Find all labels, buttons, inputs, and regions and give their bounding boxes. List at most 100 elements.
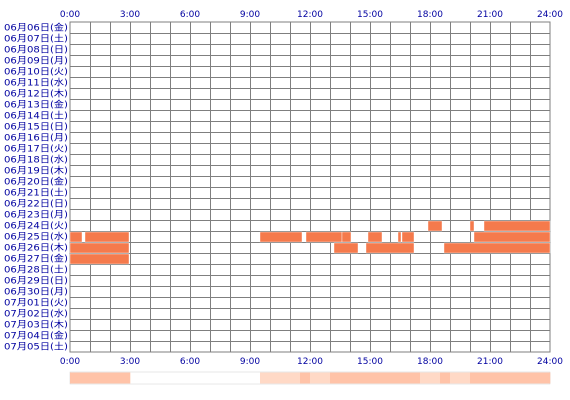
day-label: 06月06日(金)	[4, 22, 68, 34]
day-label: 06月17日(火)	[4, 144, 68, 155]
summary-cell	[270, 372, 281, 384]
activity-block	[365, 242, 415, 254]
activity-block	[443, 242, 551, 254]
summary-cell	[80, 372, 91, 384]
x-tick-label-bottom: 21:00	[477, 357, 503, 367]
x-tick-label-bottom: 15:00	[357, 357, 383, 367]
daily-summary-strip	[69, 371, 551, 385]
summary-cell	[470, 372, 481, 384]
activity-block	[69, 231, 83, 243]
day-label: 07月05日(土)	[4, 341, 68, 353]
summary-cell	[310, 372, 321, 384]
summary-cell	[510, 372, 521, 384]
day-label: 06月18日(水)	[4, 154, 68, 166]
day-label: 06月09日(月)	[4, 56, 68, 67]
summary-cell	[350, 372, 361, 384]
summary-cell	[260, 372, 271, 384]
summary-cell	[300, 372, 311, 384]
activity-block	[473, 231, 551, 243]
summary-cell	[90, 372, 101, 384]
summary-cell	[540, 372, 551, 384]
activity-block	[483, 220, 551, 232]
day-label: 07月04日(金)	[4, 330, 68, 342]
day-label: 06月29日(日)	[4, 276, 68, 287]
activity-block	[69, 253, 130, 265]
summary-cell	[430, 372, 441, 384]
x-tick-label-top: 24:00	[537, 10, 563, 20]
summary-cell	[110, 372, 121, 384]
activity-block	[341, 231, 352, 243]
summary-cell	[410, 372, 421, 384]
day-label: 06月26日(木)	[4, 242, 68, 254]
summary-cell	[100, 372, 111, 384]
summary-cell	[490, 372, 501, 384]
day-label: 06月20日(金)	[4, 176, 68, 188]
x-tick-label-top: 12:00	[297, 10, 323, 20]
x-tick-label-bottom: 24:00	[537, 357, 563, 367]
summary-cell	[370, 372, 381, 384]
x-tick-label-bottom: 9:00	[240, 357, 260, 367]
x-tick-label-top: 9:00	[240, 10, 260, 20]
day-label: 06月19日(木)	[4, 165, 68, 177]
x-tick-label-bottom: 12:00	[297, 357, 323, 367]
summary-cell	[380, 372, 391, 384]
day-label: 06月22日(日)	[4, 199, 68, 210]
day-label: 06月23日(月)	[4, 210, 68, 221]
x-axis-bottom: 0:00 3:00 6:00 9:00 12:00 15:00 18:00 21:00 24:0…	[60, 357, 563, 367]
summary-cell	[480, 372, 491, 384]
x-tick-label-top: 15:00	[357, 10, 383, 20]
activity-block	[305, 231, 343, 243]
activity-block	[397, 231, 402, 243]
day-label: 07月01日(火)	[4, 298, 68, 309]
x-tick-label-bottom: 3:00	[120, 357, 140, 367]
summary-cell	[120, 372, 131, 384]
x-tick-label-bottom: 18:00	[417, 357, 443, 367]
y-axis-day-labels: 06月06日(金)06月07日(土)06月08日(日)06月09日(月)06月1…	[4, 22, 68, 353]
activity-block	[427, 220, 443, 232]
day-label: 06月08日(日)	[4, 45, 68, 56]
x-tick-label-top: 3:00	[120, 10, 140, 20]
x-axis-top: 0:00 3:00 6:00 9:00 12:00 15:00 18:00 21:00 24:0…	[60, 10, 563, 20]
day-label: 06月27日(金)	[4, 253, 68, 265]
summary-cell	[530, 372, 541, 384]
activity-block	[469, 220, 475, 232]
activity-blocks	[69, 220, 551, 265]
summary-cell	[320, 372, 331, 384]
summary-cell	[390, 372, 401, 384]
summary-cell	[70, 372, 81, 384]
day-label: 06月10日(火)	[4, 67, 68, 78]
x-tick-label-bottom: 6:00	[180, 357, 200, 367]
day-label: 06月24日(火)	[4, 221, 68, 232]
summary-cell	[360, 372, 371, 384]
activity-block	[401, 231, 415, 243]
day-label: 06月07日(土)	[4, 33, 68, 45]
activity-block	[69, 242, 130, 254]
summary-cell	[420, 372, 431, 384]
activity-block	[333, 242, 359, 254]
activity-block	[367, 231, 383, 243]
day-label: 06月12日(木)	[4, 88, 68, 100]
summary-cell	[450, 372, 461, 384]
day-label: 06月11日(水)	[4, 77, 68, 89]
summary-cell	[280, 372, 291, 384]
summary-cell	[290, 372, 301, 384]
day-label: 07月03日(木)	[4, 319, 68, 331]
x-tick-label-top: 6:00	[180, 10, 200, 20]
summary-cell	[400, 372, 411, 384]
x-tick-label-top: 21:00	[477, 10, 503, 20]
x-tick-label-top: 18:00	[417, 10, 443, 20]
x-tick-label-bottom: 0:00	[60, 357, 80, 367]
x-tick-label-top: 0:00	[60, 10, 80, 20]
summary-cell	[500, 372, 511, 384]
summary-cell	[330, 372, 341, 384]
day-label: 06月15日(日)	[4, 122, 68, 133]
day-label: 06月14日(土)	[4, 110, 68, 122]
day-label: 06月13日(金)	[4, 99, 68, 111]
day-label: 06月25日(水)	[4, 231, 68, 243]
activity-block	[84, 231, 130, 243]
day-label: 07月02日(水)	[4, 308, 68, 320]
summary-cell	[520, 372, 531, 384]
day-label: 06月21日(土)	[4, 187, 68, 199]
summary-cell	[460, 372, 471, 384]
